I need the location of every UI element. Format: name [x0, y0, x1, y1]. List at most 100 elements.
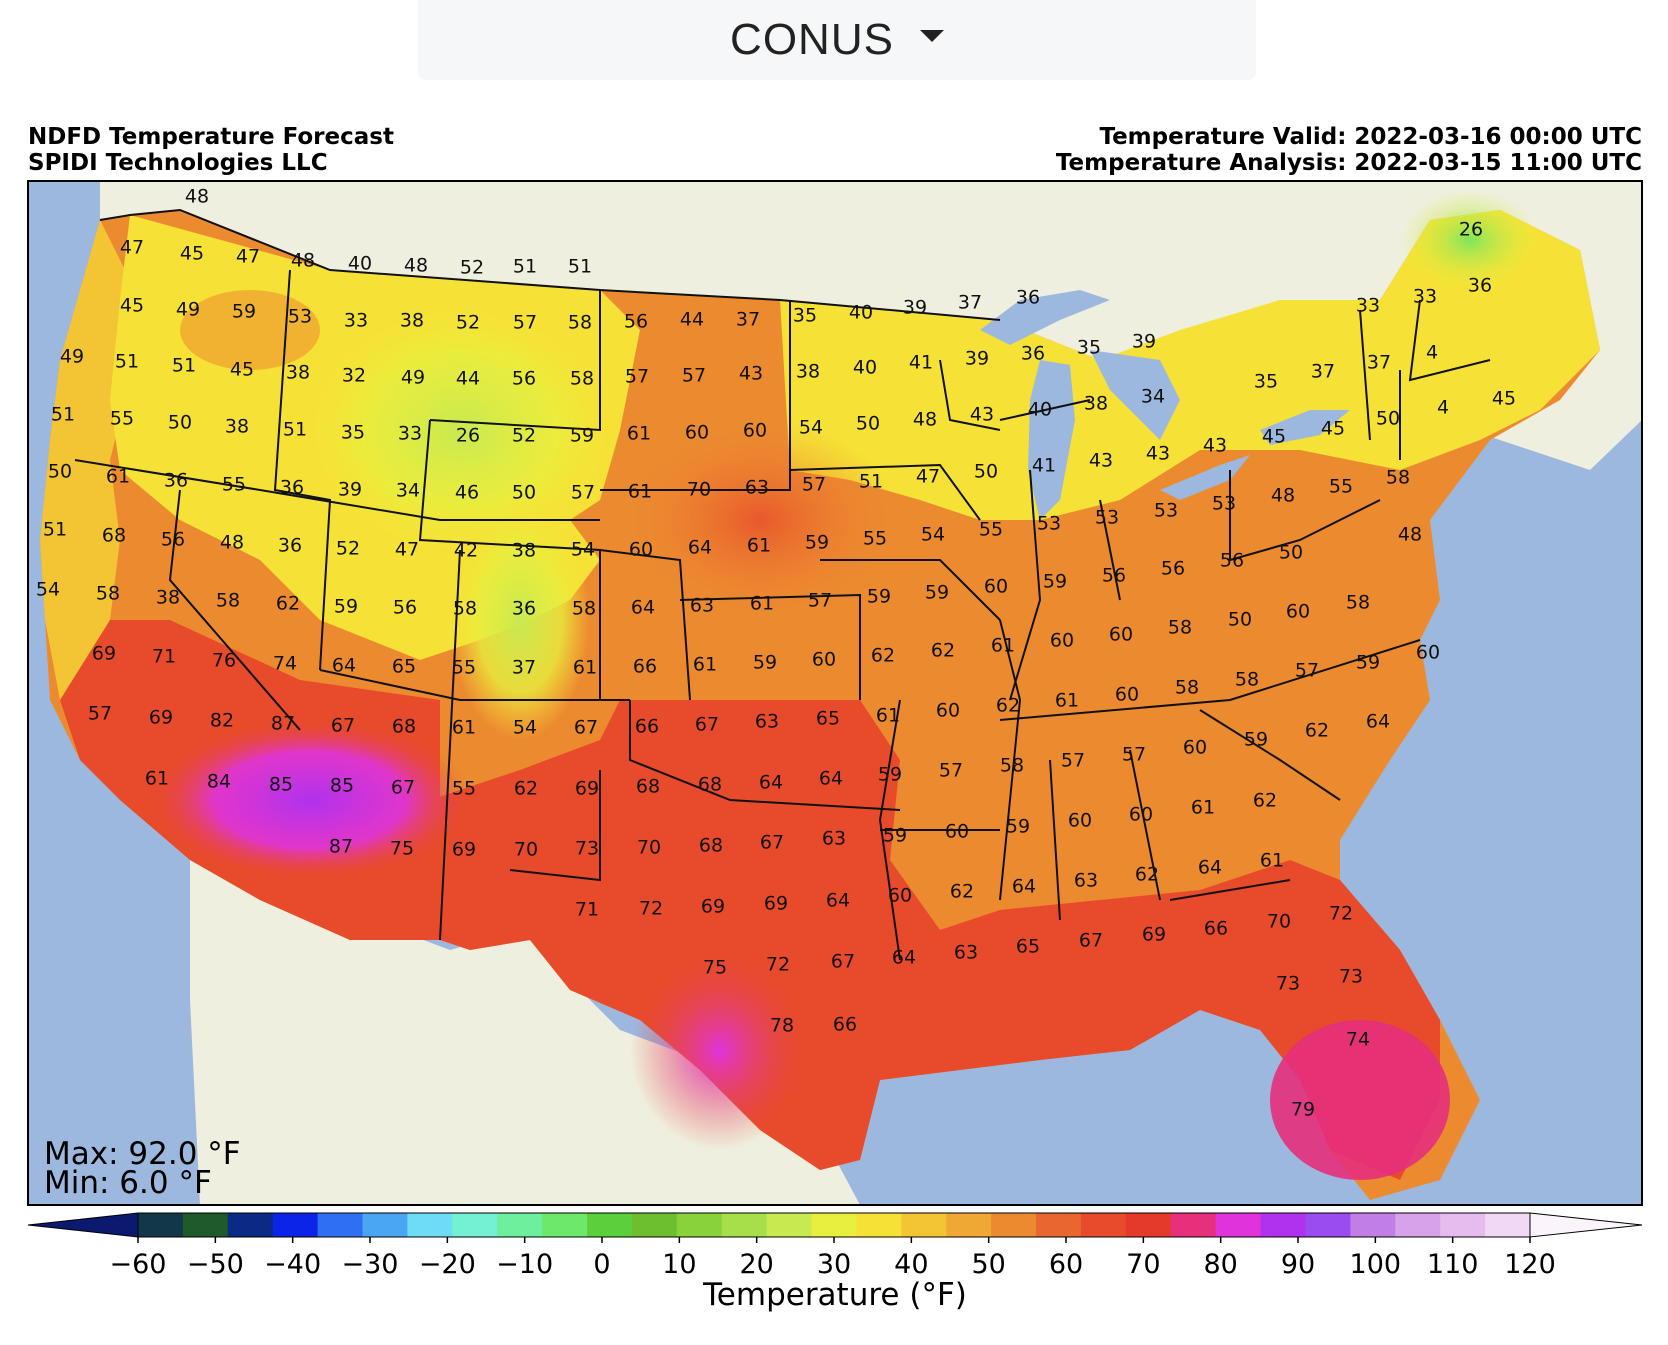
lake-michigan	[1028, 360, 1075, 520]
colorbar-tick-label: 110	[1427, 1249, 1479, 1280]
temperature-label: 68	[698, 774, 722, 796]
temperature-label: 78	[770, 1015, 794, 1037]
temperature-label: 48	[913, 409, 937, 431]
temperature-label: 36	[512, 598, 536, 620]
temperature-label: 45	[180, 243, 204, 265]
temperature-label: 37	[512, 657, 536, 679]
temperature-label: 67	[695, 714, 719, 736]
temperature-label: 69	[1142, 924, 1166, 946]
colorbar-segment	[721, 1213, 768, 1237]
temperature-label: 57	[939, 760, 963, 782]
region-dropdown[interactable]: CONUS	[418, 0, 1256, 80]
temperature-label: 49	[176, 299, 200, 321]
temperature-label: 59	[334, 596, 358, 618]
temperature-label: 39	[338, 479, 362, 501]
temperature-label: 62	[1253, 790, 1277, 812]
temperature-label: 61	[628, 481, 652, 503]
temperature-label: 59	[925, 582, 949, 604]
min-temp: Min: 6.0 °F	[44, 1165, 212, 1201]
temperature-label: 61	[876, 705, 900, 727]
lake-erie	[1160, 455, 1250, 500]
forecast-title: NDFD Temperature Forecast	[28, 124, 394, 150]
temperature-label: 60	[1068, 810, 1092, 832]
temperature-label: 72	[766, 954, 790, 976]
plains-warm-region	[620, 420, 900, 620]
temperature-label: 60	[1050, 630, 1074, 652]
temperature-label: 64	[819, 768, 843, 790]
temperature-label: 35	[1254, 371, 1278, 393]
temperature-label: 56	[512, 368, 536, 390]
temperature-label: 51	[568, 256, 592, 278]
temperature-label: 64	[1198, 857, 1222, 879]
max-temp: Max: 92.0 °F	[44, 1136, 241, 1172]
lake-superior	[980, 290, 1110, 345]
colorbar-segment	[272, 1213, 319, 1237]
temperature-label: 59	[878, 764, 902, 786]
temperature-label: 46	[455, 482, 479, 504]
temperature-label: 72	[639, 898, 663, 920]
colorbar-over-arrow	[1529, 1212, 1643, 1238]
temperature-label: 67	[391, 777, 415, 799]
colorbar-tick-label: −40	[264, 1249, 321, 1280]
temperature-label: 65	[1016, 936, 1040, 958]
colorbar-tick-label: 100	[1350, 1249, 1402, 1280]
colorbar-segment	[676, 1213, 723, 1237]
colorbar-segment	[991, 1213, 1037, 1237]
temperature-label: 48	[404, 255, 428, 277]
temperature-label: 51	[859, 471, 883, 493]
temperature-label: 76	[212, 650, 236, 672]
temperature-label: 57	[802, 474, 826, 496]
temperature-label: 53	[1212, 493, 1236, 515]
temperature-label: 26	[456, 425, 480, 447]
temperature-label: 50	[1228, 609, 1252, 631]
temperature-label: 36	[280, 477, 304, 499]
colorbar-title: Temperature (°F)	[702, 1277, 967, 1313]
header-right: Temperature Valid: 2022-03-16 00:00 UTC …	[1056, 124, 1642, 176]
temperature-label: 50	[512, 482, 536, 504]
temperature-label: 59	[805, 532, 829, 554]
temperature-label: 37	[1367, 352, 1391, 374]
temperature-label: 62	[1135, 864, 1159, 886]
temperature-label: 58	[1000, 755, 1024, 777]
temperature-label: 74	[1346, 1029, 1370, 1051]
temperature-label: 60	[1129, 804, 1153, 826]
temperature-label: 69	[701, 896, 725, 918]
temperature-label: 32	[342, 365, 366, 387]
temperature-label: 61	[747, 535, 771, 557]
temperature-label: 48	[1271, 485, 1295, 507]
temperature-label: 52	[460, 257, 484, 279]
temperature-label: 37	[736, 309, 760, 331]
temperature-label: 40	[348, 253, 372, 275]
temperature-label: 85	[269, 774, 293, 796]
temperature-label: 62	[996, 695, 1020, 717]
temperature-label: 48	[220, 532, 244, 554]
temperature-label: 64	[892, 947, 916, 969]
temperature-label: 61	[145, 768, 169, 790]
south-hot-region	[420, 700, 1440, 1180]
temperature-label: 64	[688, 537, 712, 559]
temperature-label: 43	[1089, 450, 1113, 472]
temperature-label: 38	[225, 416, 249, 438]
temperature-label: 63	[954, 942, 978, 964]
temperature-label: 52	[456, 312, 480, 334]
temperature-label: 68	[699, 835, 723, 857]
colorbar-tick-label: 0	[593, 1249, 610, 1280]
colorado-cool-region	[450, 500, 590, 740]
map-frame	[27, 180, 1643, 1206]
temperature-label: 51	[172, 355, 196, 377]
analysis-time: Temperature Analysis: 2022-03-15 11:00 U…	[1055, 150, 1642, 176]
temperature-label: 58	[1175, 677, 1199, 699]
temperature-label: 54	[921, 524, 945, 546]
temperature-label: 60	[888, 885, 912, 907]
temperature-label: 66	[633, 656, 657, 678]
colorbar-tick-label: 80	[1203, 1249, 1237, 1280]
colorbar-segment	[856, 1213, 902, 1237]
temperature-label: 58	[216, 590, 240, 612]
temperature-label: 54	[513, 717, 537, 739]
temperature-label: 43	[1146, 443, 1170, 465]
colorbar-segment	[1215, 1213, 1262, 1237]
temperature-label: 57	[808, 590, 832, 612]
temperature-label: 58	[1386, 467, 1410, 489]
temperature-label: 38	[156, 587, 180, 609]
